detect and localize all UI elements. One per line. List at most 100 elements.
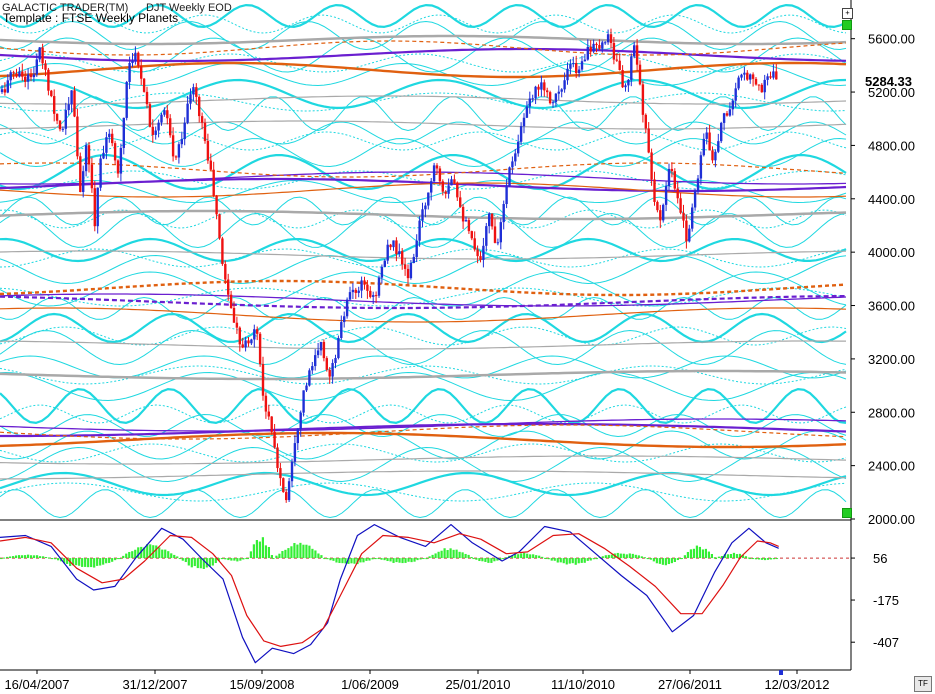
price-bar-body [522, 117, 526, 127]
price-bar-body [247, 340, 250, 344]
price-bar-body [412, 256, 415, 263]
price-bar-body [731, 100, 734, 110]
histogram-bar [517, 554, 520, 559]
histogram-bar [619, 553, 622, 559]
histogram-bar [475, 558, 478, 560]
price-bar-body [253, 329, 256, 340]
price-bar-body [650, 152, 653, 180]
histogram-bar [478, 558, 481, 562]
price-bar-body [212, 169, 215, 196]
price-bar-body [589, 46, 592, 52]
price-bar-body [299, 412, 302, 430]
histogram-bar [202, 558, 205, 569]
histogram-bar [374, 558, 377, 560]
price-bar-body [424, 205, 427, 210]
price-bar-body [760, 84, 763, 93]
histogram-bar [586, 558, 589, 561]
price-bar-body [464, 220, 468, 222]
price-bar-body [528, 98, 531, 107]
price-bar-body [743, 72, 746, 75]
histogram-bar [535, 555, 538, 559]
price-bar-body [41, 47, 44, 64]
histogram-bar [628, 553, 631, 559]
histogram-bar [434, 553, 437, 559]
price-bar-body [511, 161, 514, 168]
price-bar-body [200, 116, 204, 123]
planet-line-cyan-dotted [0, 443, 847, 463]
price-bar-body [290, 461, 294, 482]
histogram-bar [577, 558, 580, 564]
histogram-bar [757, 558, 761, 560]
planet-line-cyan [0, 413, 847, 438]
histogram-bar [701, 549, 704, 559]
histogram-bar [48, 557, 51, 559]
price-bar-body [601, 42, 604, 49]
price-bar-body [647, 128, 650, 153]
x-tick-label: 11/10/2010 [551, 677, 615, 692]
histogram-bar [692, 548, 695, 559]
price-bar-body [734, 88, 737, 101]
x-tick-label: 25/01/2010 [445, 677, 510, 692]
price-bar-body [627, 79, 630, 86]
price-bar-body [380, 266, 384, 278]
histogram-bar [158, 547, 161, 559]
price-bar-body [171, 135, 175, 157]
expand-icon[interactable]: + [842, 8, 853, 19]
price-bar-body [311, 366, 314, 371]
histogram-bar [574, 558, 577, 565]
price-bar-body [676, 188, 679, 199]
histogram-bar [446, 550, 449, 559]
histogram-bar [93, 558, 96, 568]
price-bar-body [711, 150, 714, 161]
histogram-bar [128, 551, 131, 559]
price-bar-body [757, 84, 761, 86]
planet-line-cyan [0, 237, 847, 263]
price-bar-body [363, 280, 366, 285]
histogram-bar [472, 558, 475, 560]
price-bar-body [609, 34, 613, 43]
price-bar-body [386, 244, 389, 261]
histogram-bar [484, 558, 487, 562]
planet-line-orange [0, 431, 847, 449]
histogram-bar [296, 544, 299, 559]
price-bar-body [566, 68, 569, 81]
price-bar-body [186, 103, 189, 123]
price-bar-body [354, 289, 357, 293]
price-bar-body [374, 295, 378, 297]
histogram-bar [261, 537, 264, 559]
price-bar-body [203, 122, 207, 141]
price-bar-body [548, 92, 552, 104]
timeframe-button[interactable]: TF [914, 676, 932, 692]
price-bar-body [372, 295, 375, 297]
histogram-bar [616, 552, 619, 559]
price-bar-body [250, 339, 253, 344]
histogram-bar [710, 553, 713, 559]
price-bar-body [189, 94, 192, 104]
histogram-bar [529, 554, 532, 559]
planet-line-cyan-dotted [0, 53, 847, 73]
price-bar-body [366, 284, 369, 291]
price-bar-body [586, 46, 589, 60]
planet-line-grey [0, 340, 846, 350]
histogram-bar [96, 558, 99, 566]
price-bar-body [638, 64, 642, 85]
histogram-bar [75, 558, 78, 566]
top-scroll-badge[interactable] [842, 20, 852, 30]
histogram-bar [487, 558, 490, 563]
bottom-scroll-badge[interactable] [842, 508, 852, 518]
price-bar-body [157, 122, 160, 131]
price-bar-body [270, 416, 273, 432]
price-bar-body [580, 61, 584, 70]
price-bar-body [496, 242, 500, 244]
histogram-bar [461, 552, 464, 559]
price-bar-body [728, 109, 732, 116]
price-bar-body [717, 141, 720, 152]
planet-line-cyan-dotted [0, 92, 847, 112]
price-bar-body [0, 89, 4, 93]
planet-line-cyan [0, 296, 847, 320]
histogram-bar [90, 558, 93, 568]
price-bar-body [688, 228, 691, 242]
histogram-bar [230, 558, 233, 561]
price-bar-body [224, 264, 227, 280]
